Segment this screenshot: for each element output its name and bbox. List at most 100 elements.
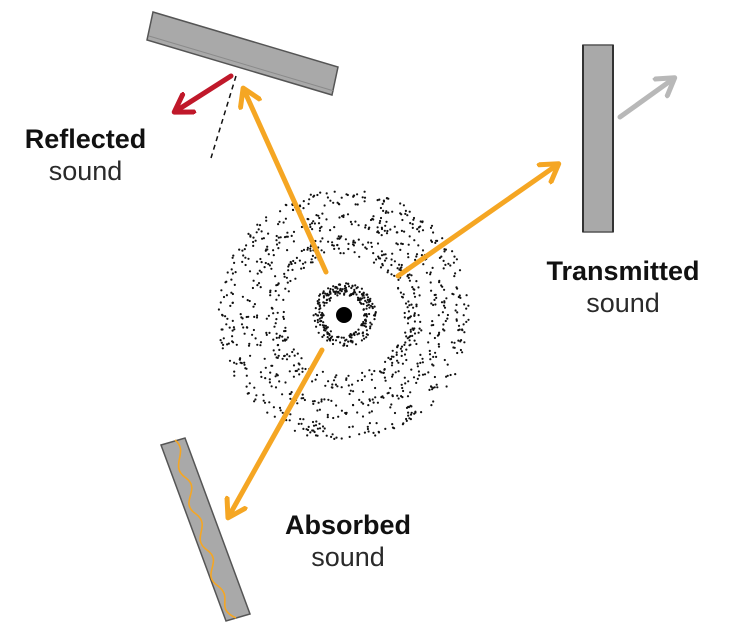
wave-dot: [308, 198, 311, 201]
wave-dot: [268, 331, 271, 334]
wave-dot: [364, 322, 367, 325]
wave-dot: [252, 244, 255, 247]
wave-dot: [416, 362, 419, 365]
wave-dot: [338, 283, 341, 286]
wave-dot: [268, 401, 271, 404]
wave-dot: [443, 248, 446, 251]
wave-dot: [379, 216, 383, 220]
wave-dot: [411, 223, 414, 226]
wave-dot: [270, 261, 273, 264]
wave-dot: [346, 213, 350, 216]
wave-dot: [263, 357, 266, 360]
wave-dot: [352, 239, 355, 242]
wave-dot: [404, 212, 407, 215]
wave-dot: [379, 257, 382, 260]
wave-dot: [267, 232, 270, 235]
wave-dot: [320, 249, 323, 252]
wave-dot: [320, 313, 323, 317]
wave-dot: [432, 231, 435, 234]
wave-dot: [389, 387, 392, 390]
wave-dot: [396, 394, 399, 397]
wave-dot: [274, 386, 278, 389]
wave-dot: [421, 357, 424, 360]
wave-dot: [268, 378, 271, 381]
wave-dot: [452, 293, 455, 296]
wave-dot: [431, 388, 434, 391]
wave-dot: [336, 244, 339, 247]
wave-dot: [298, 204, 302, 207]
wave-dot: [368, 306, 371, 309]
wave-dot: [263, 266, 266, 269]
wave-dot: [331, 288, 334, 291]
wave-dot: [407, 380, 410, 383]
wave-dot: [393, 260, 396, 263]
wave-dot: [427, 371, 430, 374]
wave-dot: [238, 358, 241, 361]
wave-dot: [443, 250, 446, 253]
wave-dot: [391, 349, 394, 352]
wave-dot: [354, 220, 357, 223]
wave-dot: [437, 343, 440, 346]
wave-dot: [324, 292, 327, 295]
wave-dot: [318, 317, 321, 320]
wave-dot: [316, 193, 319, 197]
wave-dot: [361, 243, 364, 246]
wave-dot: [409, 315, 412, 318]
wave-dot: [379, 206, 382, 210]
wave-dot: [329, 337, 332, 340]
wave-dot: [260, 375, 263, 378]
wave-dot: [408, 235, 411, 238]
wave-dot: [369, 321, 372, 324]
wave-dot: [314, 313, 317, 316]
wave-dot: [318, 305, 321, 308]
wave-dot: [382, 396, 385, 399]
wave-dot: [353, 241, 357, 244]
wave-dot: [456, 311, 459, 314]
wave-dot: [242, 254, 245, 257]
wave-dot: [403, 353, 407, 356]
wave-dot: [382, 199, 385, 202]
wave-dot: [418, 230, 421, 233]
wave-dot: [369, 327, 372, 330]
wave-dot: [326, 332, 329, 335]
wave-dot: [275, 284, 278, 287]
wave-dot: [248, 342, 251, 345]
wave-dot: [319, 293, 322, 296]
wave-dot: [239, 361, 242, 364]
wave-dot: [346, 344, 349, 347]
wave-dot: [347, 247, 350, 251]
wave-dot: [354, 203, 357, 206]
wave-dot: [231, 335, 234, 338]
wave-dot: [373, 305, 376, 308]
wave-dot: [322, 326, 325, 329]
wave-dot: [260, 261, 263, 264]
wave-dot: [371, 398, 374, 401]
wave-dot: [411, 226, 414, 229]
wave-dot: [376, 230, 379, 233]
wave-dot: [400, 213, 403, 216]
wave-dot: [413, 292, 416, 295]
wave-dot: [337, 235, 340, 238]
wave-dot: [335, 374, 338, 377]
wave-dot: [407, 405, 410, 408]
wave-dot: [413, 313, 416, 317]
wave-dot: [324, 329, 327, 332]
wave-dot: [404, 331, 407, 334]
wave-dot: [241, 295, 244, 298]
wave-dot: [318, 229, 321, 232]
wave-dot: [415, 342, 418, 346]
wave-dot: [396, 231, 399, 234]
wave-dot: [433, 336, 436, 340]
wave-dot: [348, 294, 351, 297]
wave-dot: [332, 416, 335, 420]
wave-dot: [273, 415, 276, 418]
wave-dot: [239, 313, 242, 316]
wave-dot: [463, 331, 466, 334]
wave-dot: [442, 323, 445, 326]
wave-dot: [270, 267, 273, 270]
wave-dot: [310, 222, 314, 225]
wave-dot: [365, 313, 368, 316]
wave-dot: [253, 400, 256, 403]
wave-dot: [247, 344, 251, 347]
wave-dot: [234, 271, 237, 274]
